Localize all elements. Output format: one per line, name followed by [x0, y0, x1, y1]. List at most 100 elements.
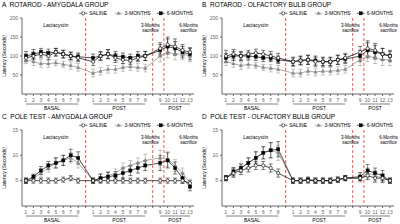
svg-text:3: 3 [240, 209, 243, 215]
svg-text:3-Monthssacrifice: 3-Monthssacrifice [141, 23, 161, 33]
svg-text:B ROTAROD - OLFACTORY BULB GR: B ROTAROD - OLFACTORY BULB GROUP [202, 1, 331, 8]
svg-text:6-Monthssacrifice: 6-Monthssacrifice [379, 23, 392, 33]
svg-text:3: 3 [107, 97, 110, 103]
svg-text:5: 5 [322, 97, 325, 103]
svg-text:3: 3 [40, 97, 43, 103]
svg-text:9: 9 [359, 209, 362, 215]
svg-text:50: 50 [212, 72, 218, 78]
svg-text:1: 1 [92, 97, 95, 103]
svg-text:7: 7 [336, 209, 339, 215]
svg-text:6-MONTHS: 6-MONTHS [367, 10, 392, 16]
svg-text:7: 7 [136, 209, 139, 215]
svg-text:13: 13 [187, 209, 193, 215]
svg-text:3-MONTHS: 3-MONTHS [125, 122, 152, 128]
svg-text:4: 4 [114, 209, 117, 215]
svg-text:4: 4 [47, 97, 50, 103]
svg-text:Lactacystin: Lactacystin [243, 134, 268, 140]
svg-text:6-Monthssacrifice: 6-Monthssacrifice [179, 23, 199, 33]
svg-text:13: 13 [387, 209, 392, 215]
svg-text:1: 1 [225, 209, 228, 215]
svg-text:5: 5 [15, 177, 18, 183]
svg-text:9: 9 [159, 97, 162, 103]
svg-text:7: 7 [269, 97, 272, 103]
svg-text:3-MONTHS: 3-MONTHS [125, 10, 152, 16]
svg-text:5: 5 [122, 209, 125, 215]
svg-text:2: 2 [32, 97, 35, 103]
svg-text:2: 2 [232, 97, 235, 103]
svg-text:SALINE: SALINE [89, 122, 107, 128]
svg-text:SALINE: SALINE [289, 122, 307, 128]
svg-text:7: 7 [69, 97, 72, 103]
svg-text:2: 2 [99, 97, 102, 103]
svg-text:6: 6 [329, 97, 332, 103]
svg-text:8: 8 [77, 97, 80, 103]
svg-text:7: 7 [336, 97, 339, 103]
svg-text:1: 1 [292, 209, 295, 215]
svg-text:5: 5 [54, 97, 57, 103]
svg-text:BASAL: BASAL [44, 217, 60, 223]
svg-text:12: 12 [180, 97, 186, 103]
svg-text:2: 2 [99, 209, 102, 215]
svg-text:3: 3 [40, 209, 43, 215]
svg-text:11: 11 [172, 209, 177, 215]
svg-text:POST: POST [112, 105, 126, 111]
svg-text:Latency (Seconds): Latency (Seconds) [201, 147, 207, 189]
svg-text:6-Monthssacrifice: 6-Monthssacrifice [379, 135, 392, 145]
svg-text:4: 4 [47, 209, 50, 215]
svg-text:Lactacystin: Lactacystin [43, 22, 68, 28]
svg-text:150: 150 [10, 34, 19, 40]
svg-text:3: 3 [107, 209, 110, 215]
svg-text:8: 8 [77, 209, 80, 215]
svg-text:2: 2 [299, 209, 302, 215]
svg-text:Lactacystin: Lactacystin [243, 22, 268, 28]
svg-text:BASAL: BASAL [244, 217, 260, 223]
svg-text:2: 2 [232, 209, 235, 215]
svg-text:4: 4 [247, 97, 250, 103]
svg-text:2: 2 [299, 97, 302, 103]
svg-text:POST: POST [312, 105, 326, 111]
svg-text:12: 12 [180, 209, 186, 215]
svg-text:7: 7 [269, 209, 272, 215]
svg-text:1: 1 [292, 97, 295, 103]
svg-text:1: 1 [25, 97, 28, 103]
svg-text:15: 15 [212, 127, 218, 133]
svg-text:3: 3 [240, 97, 243, 103]
svg-text:5: 5 [254, 97, 257, 103]
svg-text:13: 13 [387, 97, 392, 103]
svg-text:6: 6 [329, 209, 332, 215]
svg-text:6: 6 [62, 209, 65, 215]
svg-text:7: 7 [136, 97, 139, 103]
svg-text:11: 11 [172, 97, 177, 103]
svg-text:BASAL: BASAL [244, 105, 260, 111]
svg-text:10: 10 [365, 97, 371, 103]
svg-text:10: 10 [212, 152, 218, 158]
svg-text:9: 9 [159, 209, 162, 215]
svg-text:11: 11 [372, 209, 377, 215]
svg-text:POST: POST [368, 105, 382, 111]
svg-text:6: 6 [262, 97, 265, 103]
svg-text:3-MONTHS: 3-MONTHS [325, 122, 352, 128]
svg-text:6-MONTHS: 6-MONTHS [167, 122, 194, 128]
svg-text:8: 8 [144, 209, 147, 215]
svg-text:4: 4 [114, 97, 117, 103]
svg-text:8: 8 [277, 97, 280, 103]
svg-text:50: 50 [12, 72, 18, 78]
svg-text:A ROTAROD - AMYGDALA GROUP: A ROTAROD - AMYGDALA GROUP [8, 1, 108, 8]
svg-text:200: 200 [10, 15, 19, 21]
svg-text:POST: POST [312, 217, 326, 223]
svg-text:8: 8 [277, 209, 280, 215]
svg-text:3-MONTHS: 3-MONTHS [325, 10, 352, 16]
svg-text:POST: POST [168, 217, 182, 223]
svg-text:12: 12 [380, 209, 386, 215]
svg-text:5: 5 [122, 97, 125, 103]
svg-text:4: 4 [314, 97, 317, 103]
svg-text:2: 2 [32, 209, 35, 215]
svg-text:C POLE TEST - AMYGDALA GROUP: C POLE TEST - AMYGDALA GROUP [8, 113, 113, 120]
svg-text:10: 10 [12, 152, 18, 158]
svg-text:1: 1 [25, 209, 28, 215]
svg-text:6: 6 [62, 97, 65, 103]
svg-text:3-Monthssacrifice: 3-Monthssacrifice [341, 135, 361, 145]
svg-text:8: 8 [144, 97, 147, 103]
svg-text:10: 10 [165, 97, 171, 103]
svg-text:7: 7 [69, 209, 72, 215]
